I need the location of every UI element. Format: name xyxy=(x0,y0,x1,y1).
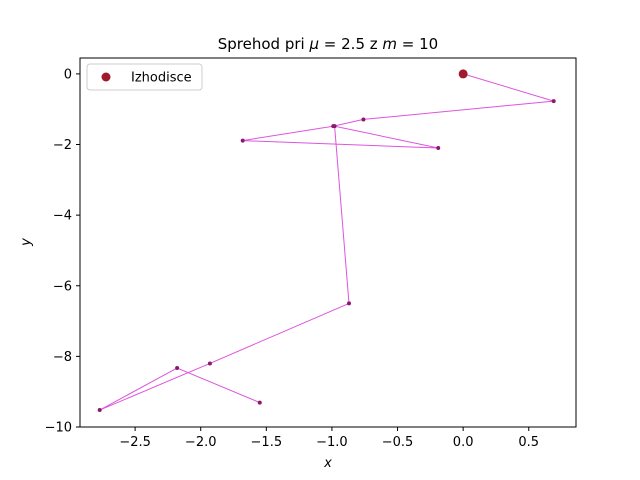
y-tick-label: −2 xyxy=(53,138,72,153)
walk-point xyxy=(436,146,441,151)
x-tick-label: 0.5 xyxy=(518,435,539,450)
x-tick-label: −2.0 xyxy=(185,435,217,450)
x-axis: −2.5 −2.0 −1.5 −1.0 −0.5 0.0 0.5 xyxy=(119,427,539,450)
walk-point xyxy=(332,124,337,129)
axes-frame xyxy=(79,57,577,428)
x-tick-label: −2.5 xyxy=(119,435,151,450)
y-tick-label: −8 xyxy=(53,350,72,365)
walk-point xyxy=(175,366,180,371)
y-tick-label: −4 xyxy=(53,209,72,224)
x-axis-label: x xyxy=(323,456,332,471)
walk-point xyxy=(257,400,262,405)
chart-title: Sprehod pri μ = 2.5 z m = 10 xyxy=(218,35,438,53)
walk-point xyxy=(97,408,102,413)
x-tick-label: −1.5 xyxy=(251,435,283,450)
walk-point xyxy=(207,361,212,366)
y-tick-label: −10 xyxy=(45,421,72,436)
x-tick-label: −1.0 xyxy=(316,435,348,450)
y-axis: 0 −2 −4 −6 −8 −10 xyxy=(45,67,80,436)
start-point-marker xyxy=(458,69,468,79)
y-tick-label: 0 xyxy=(64,67,72,82)
walk-point xyxy=(551,99,556,104)
plot-area xyxy=(97,69,556,413)
y-tick-label: −6 xyxy=(53,279,72,294)
walk-point xyxy=(240,138,245,143)
walk-path xyxy=(99,73,554,411)
legend: Izhodisce xyxy=(86,63,203,91)
walk-point xyxy=(346,301,351,306)
walk-point xyxy=(361,117,366,122)
legend-marker xyxy=(101,72,111,82)
legend-box xyxy=(86,63,203,91)
x-tick-label: −0.5 xyxy=(382,435,414,450)
y-axis-label: y xyxy=(19,238,34,247)
legend-label: Izhodisce xyxy=(131,71,192,86)
x-tick-label: 0.0 xyxy=(453,435,474,450)
